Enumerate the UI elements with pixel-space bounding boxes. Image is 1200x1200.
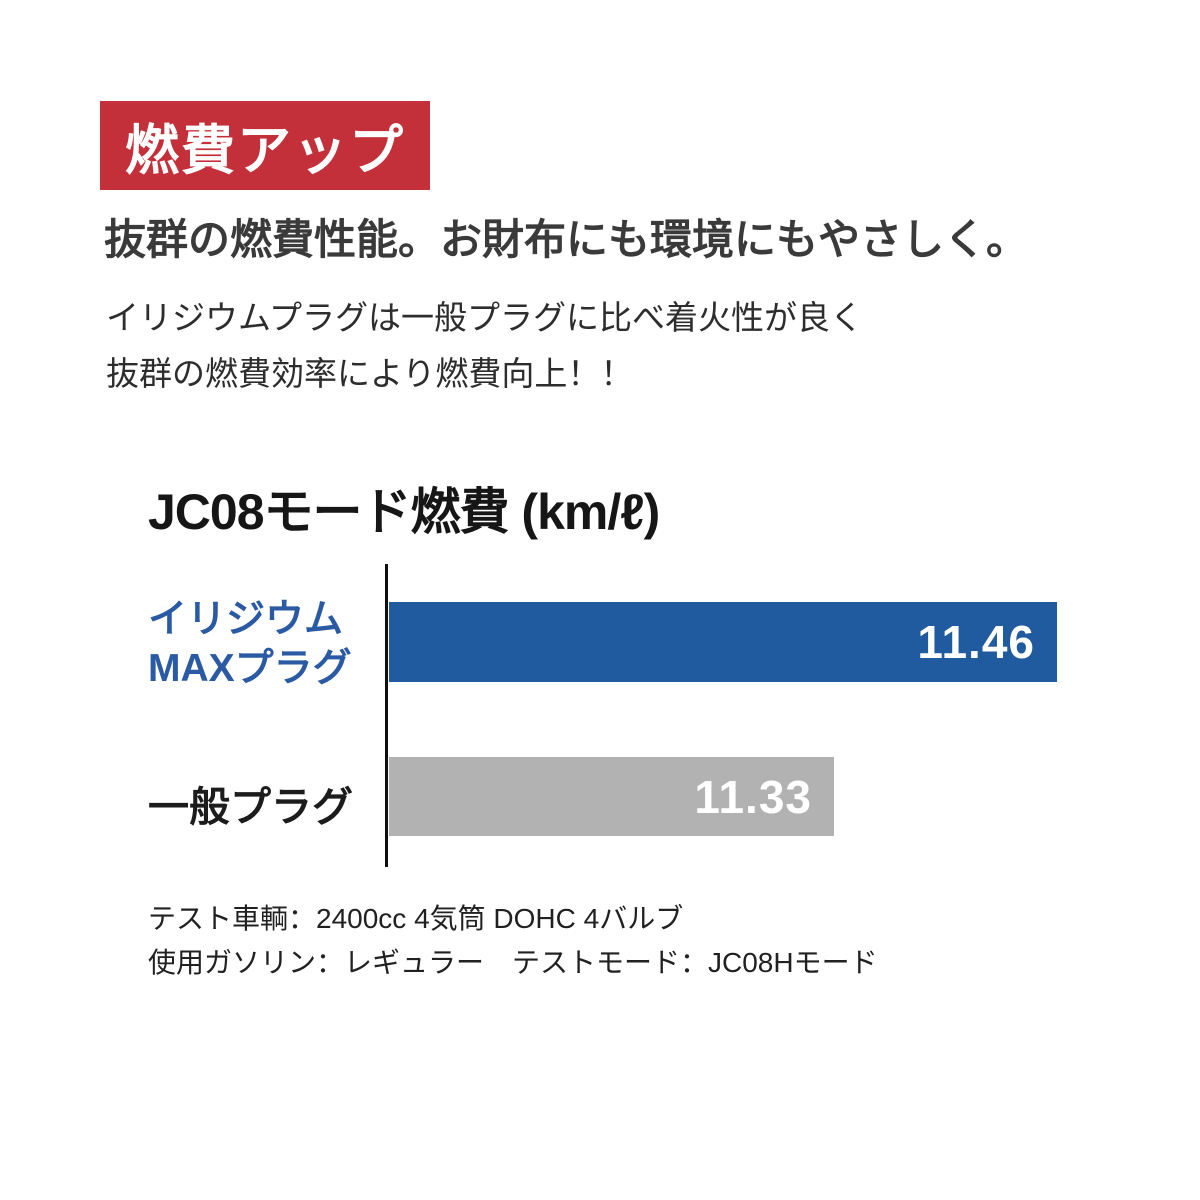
chart-title: JC08モード燃費 (km/ℓ) xyxy=(148,484,660,540)
y-axis-line xyxy=(385,564,388,867)
bar-label-line: 一般プラグ xyxy=(148,784,353,830)
description-line-2: 抜群の燃費効率により燃費向上！！ xyxy=(106,355,634,392)
description-line-1: イリジウムプラグは一般プラグに比べ着火性が良く xyxy=(106,299,864,336)
footnote-fuel-and-mode: 使用ガソリン：レギュラー テストモード：JC08Hモード xyxy=(148,947,878,978)
bar-value-iridium-max-plug: 11.46 xyxy=(917,616,1035,668)
headline: 抜群の燃費性能。お財布にも環境にもやさしく。 xyxy=(104,216,1029,263)
bar-label-iridium-max-plug: イリジウム MAXプラグ xyxy=(148,595,352,693)
bar-value-standard-plug: 11.33 xyxy=(694,770,812,823)
footnote-test-vehicle: テスト車輌：2400cc 4気筒 DOHC 4バルブ xyxy=(148,903,684,934)
bar-label-line: MAXプラグ xyxy=(148,647,352,690)
bar-iridium-max-plug: 11.46 xyxy=(389,602,1057,682)
bar-label-standard-plug: 一般プラグ xyxy=(148,773,353,833)
fuel-economy-up-badge: 燃費アップ xyxy=(100,101,430,190)
bar-label-line: イリジウム xyxy=(148,598,344,641)
bar-standard-plug: 11.33 xyxy=(389,757,834,836)
